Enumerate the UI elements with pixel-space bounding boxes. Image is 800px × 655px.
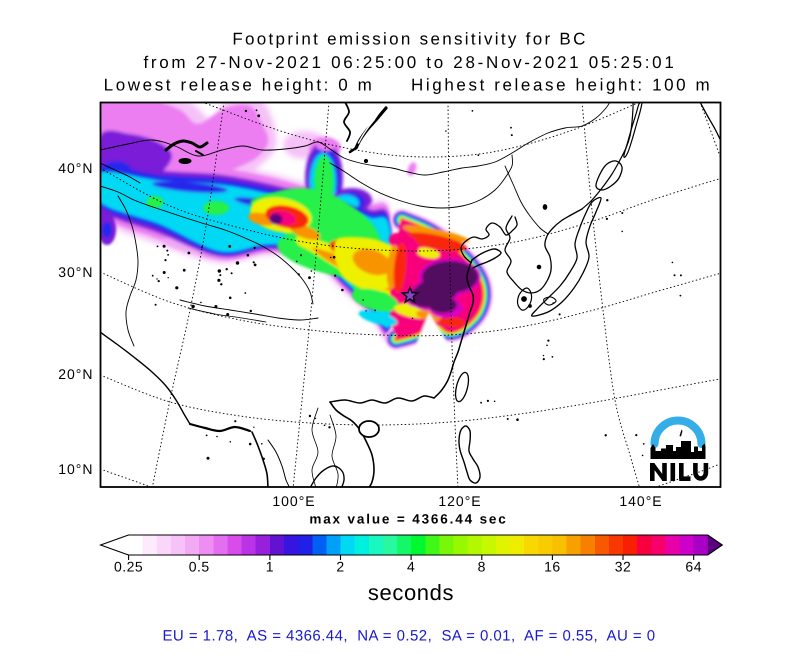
svg-text:Lowest release height: 0 m: Lowest release height: 0 m Highest relea… — [104, 76, 713, 95]
svg-text:from 27-Nov-2021 06:25:00 to 2: from 27-Nov-2021 06:25:00 to 28-Nov-2021… — [143, 53, 676, 72]
svg-text:4: 4 — [407, 559, 415, 575]
svg-text:20°N: 20°N — [58, 366, 93, 382]
svg-text:1: 1 — [266, 559, 274, 575]
svg-text:8: 8 — [478, 559, 486, 575]
svg-text:140°E: 140°E — [619, 493, 662, 509]
svg-text:0.25: 0.25 — [114, 559, 143, 575]
svg-text:100°E: 100°E — [272, 493, 315, 509]
svg-text:max value = 4366.44 sec: max value = 4366.44 sec — [309, 512, 507, 527]
svg-text:Footprint emission sensitivity: Footprint emission sensitivity for BC — [232, 30, 587, 49]
svg-text:40°N: 40°N — [58, 160, 93, 176]
svg-text:30°N: 30°N — [58, 264, 93, 280]
svg-text:EU = 1.78, AS = 4366.44, NA: EU = 1.78, AS = 4366.44, NA = 0.52, SA =… — [162, 628, 655, 645]
svg-text:120°E: 120°E — [438, 493, 481, 509]
svg-text:0.5: 0.5 — [189, 559, 210, 575]
svg-text:64: 64 — [685, 559, 702, 575]
svg-text:seconds: seconds — [368, 580, 454, 605]
svg-text:2: 2 — [336, 559, 344, 575]
svg-text:32: 32 — [615, 559, 632, 575]
svg-text:10°N: 10°N — [58, 461, 93, 477]
svg-text:16: 16 — [544, 559, 561, 575]
